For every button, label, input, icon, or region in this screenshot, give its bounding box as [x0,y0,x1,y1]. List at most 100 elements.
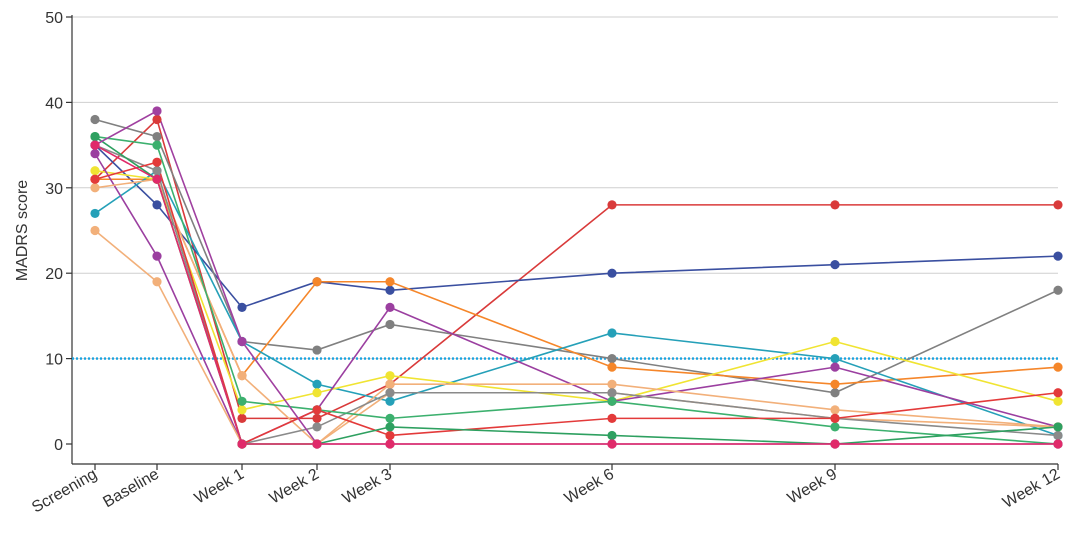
data-point [385,396,395,406]
data-point [237,336,247,347]
series-line-4 [95,178,1059,386]
data-point [90,183,100,193]
data-point [90,149,100,159]
data-point [1053,285,1063,295]
data-point [830,439,840,449]
data-point [830,379,840,389]
y-axis-ticks: 0 10 20 30 40 50 [45,10,72,454]
series-line-3 [94,118,1059,394]
series-line-10 [94,144,1059,445]
data-point [152,157,162,167]
data-point [830,388,840,398]
data-point [385,379,395,389]
data-point [237,413,247,423]
data-point [385,277,395,287]
data-point [312,345,322,355]
data-point [385,439,395,449]
series-line-5 [94,169,1059,437]
data-point [385,302,395,312]
data-point [1053,422,1063,432]
y-axis-title: MADRS score [14,180,31,281]
data-point [607,413,617,423]
data-point [830,362,840,372]
data-point [237,371,247,381]
data-point [607,439,617,449]
data-point [90,174,100,184]
data-point [237,405,247,415]
x-tick-label: Week 1 [192,466,247,508]
data-point [90,208,100,219]
y-tick-label: 0 [54,437,63,454]
gridlines [72,16,1058,360]
data-point [385,371,395,381]
data-point [152,131,162,142]
data-point [312,388,322,398]
data-point [607,396,617,406]
data-point [385,413,395,423]
data-point [385,319,395,330]
data-point [607,200,617,210]
data-point [385,422,395,432]
x-axis-ticks: Screening Baseline Week 1 Week 2 Week 3 Week … [29,464,1063,516]
data-point [830,422,840,432]
data-point [312,379,322,389]
x-tick-label: Week 2 [267,466,322,508]
series-group [90,106,1063,449]
data-point [1053,439,1063,449]
x-tick-label: Week 3 [340,466,395,508]
data-point [312,277,322,287]
data-point [830,336,840,347]
data-point [830,200,840,210]
data-point [152,114,162,125]
y-tick-label: 10 [45,352,63,369]
data-point [607,362,617,372]
data-point [152,166,162,176]
data-point [607,430,617,441]
series-line-12 [94,161,1059,446]
series-line-7 [94,153,1059,446]
data-point [1053,430,1063,441]
data-point [312,439,322,449]
data-point [607,354,617,364]
data-point [90,114,100,125]
data-point [830,260,840,270]
data-point [607,268,617,278]
data-point [90,166,100,176]
series-line-11 [94,135,1059,445]
data-point [237,396,247,406]
x-tick-label: Week 9 [785,466,840,508]
y-tick-label: 30 [45,181,63,198]
data-point [830,405,840,415]
data-point [237,302,247,312]
data-point [1053,362,1063,372]
data-point [152,277,162,287]
data-point [312,405,322,415]
data-point [1053,251,1063,261]
data-point [385,285,395,295]
data-point [830,354,840,364]
data-point [152,106,162,116]
data-point [90,131,100,142]
data-point [607,328,617,338]
data-point [90,225,100,236]
series-line-15 [94,144,1058,445]
data-point [237,439,247,449]
series-line-2 [94,144,1059,309]
data-point [152,251,162,261]
x-tick-label: Baseline [100,466,162,511]
y-tick-label: 40 [45,95,63,112]
data-point [385,388,395,398]
data-point [1053,388,1063,398]
data-point [312,422,322,432]
data-point [152,140,162,150]
x-tick-label: Screening [29,466,100,517]
data-point [152,174,162,184]
data-point [90,140,100,150]
y-tick-label: 50 [45,10,63,27]
data-point [385,430,395,441]
data-point [607,388,617,398]
data-point [312,413,322,423]
x-tick-label: Week 6 [562,466,617,508]
data-point [1053,396,1063,406]
